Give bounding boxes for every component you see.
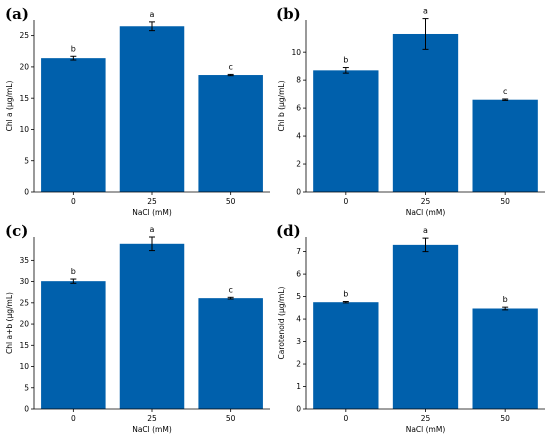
- bar-0: [41, 58, 106, 193]
- bar-50: [198, 75, 263, 192]
- y-axis-label: Chl a (µg/mL): [5, 81, 14, 132]
- y-tick-label: 5: [24, 383, 29, 392]
- x-tick-label: 0: [71, 197, 76, 206]
- y-tick-label: 8: [296, 76, 301, 85]
- x-axis-label: NaCl (mM): [406, 425, 446, 434]
- x-tick-label: 0: [343, 197, 348, 206]
- y-tick-label: 5: [296, 292, 301, 301]
- bar-0: [41, 281, 106, 409]
- x-tick-label: 50: [500, 414, 510, 423]
- y-tick-label: 0: [296, 188, 301, 197]
- x-tick-label: 0: [71, 414, 76, 423]
- bar-50: [472, 308, 538, 409]
- x-axis-label: NaCl (mM): [132, 208, 172, 217]
- y-tick-label: 25: [19, 31, 29, 40]
- significance-label: c: [228, 62, 232, 71]
- chart-panel-b: (b) b 0 a 25 c 50 0 2 4 6 8 10 NaCl (mM) Chl b (µg/mL): [276, 5, 545, 217]
- x-tick-label: 50: [226, 197, 236, 206]
- y-tick-label: 15: [19, 341, 29, 350]
- y-tick-label: 20: [19, 320, 29, 329]
- x-tick-label: 25: [421, 414, 431, 423]
- y-tick-label: 10: [291, 48, 301, 57]
- y-tick-label: 4: [296, 132, 301, 141]
- significance-label: a: [423, 226, 428, 235]
- bar-50: [472, 99, 538, 192]
- y-tick-label: 6: [296, 104, 301, 113]
- y-tick-label: 3: [296, 337, 301, 346]
- x-tick-label: 50: [500, 197, 510, 206]
- y-tick-label: 4: [296, 315, 301, 324]
- y-tick-label: 0: [24, 405, 29, 414]
- y-axis-label: Chl b (µg/mL): [277, 80, 286, 131]
- y-tick-label: 7: [296, 247, 301, 256]
- panel-letter: (d): [276, 222, 301, 240]
- chart-panel-c: (c) b 0 a 25 c 50 0 5 10 15 20 25 30 35 NaCl (mM) Chl a+…: [5, 222, 270, 434]
- x-tick-label: 25: [421, 197, 431, 206]
- y-axis-label: Chl a+b (µg/mL): [5, 292, 14, 354]
- x-axis-label: NaCl (mM): [406, 208, 446, 217]
- bar-50: [198, 298, 263, 409]
- panel-letter: (a): [5, 5, 29, 23]
- x-tick-label: 25: [147, 414, 157, 423]
- significance-label: b: [71, 267, 76, 276]
- panel-letter: (b): [276, 5, 301, 23]
- y-tick-label: 0: [24, 188, 29, 197]
- x-axis-label: NaCl (mM): [132, 425, 172, 434]
- chart-panel-a: (a) b 0 a 25 c 50 0 5 10 15 20 25 NaCl (mM) Chl a (µg/…: [5, 5, 270, 217]
- y-tick-label: 25: [19, 298, 29, 307]
- bar-0: [313, 302, 379, 409]
- significance-label: b: [343, 290, 348, 299]
- y-axis-label: Carotenoid (µg/mL): [277, 287, 286, 360]
- y-tick-label: 1: [296, 382, 301, 391]
- y-tick-label: 35: [19, 256, 29, 265]
- significance-label: a: [150, 10, 155, 19]
- significance-label: a: [150, 225, 155, 234]
- significance-label: b: [71, 44, 76, 53]
- x-tick-label: 0: [343, 414, 348, 423]
- significance-label: c: [503, 87, 507, 96]
- significance-label: b: [503, 295, 508, 304]
- y-tick-label: 0: [296, 405, 301, 414]
- y-tick-label: 20: [19, 63, 29, 72]
- y-tick-label: 2: [296, 360, 301, 369]
- chart-panel-d: (d) b 0 a 25 b 50 0 1 2 3 4 5 6 7 NaCl (mM) Carotenoid (…: [276, 222, 545, 434]
- y-tick-label: 10: [19, 362, 29, 371]
- bar-25: [119, 26, 185, 192]
- bar-25: [392, 244, 459, 409]
- significance-label: c: [228, 285, 232, 294]
- y-tick-label: 6: [296, 270, 301, 279]
- y-tick-label: 5: [24, 156, 29, 165]
- y-tick-label: 15: [19, 94, 29, 103]
- significance-label: b: [343, 56, 348, 65]
- bar-25: [119, 243, 185, 409]
- y-tick-label: 10: [19, 125, 29, 134]
- bar-0: [313, 70, 379, 192]
- y-tick-label: 30: [19, 277, 29, 286]
- x-tick-label: 50: [226, 414, 236, 423]
- bar-25: [392, 33, 459, 193]
- panel-letter: (c): [5, 222, 28, 240]
- x-tick-label: 25: [147, 197, 157, 206]
- y-tick-label: 2: [296, 160, 301, 169]
- significance-label: a: [423, 7, 428, 16]
